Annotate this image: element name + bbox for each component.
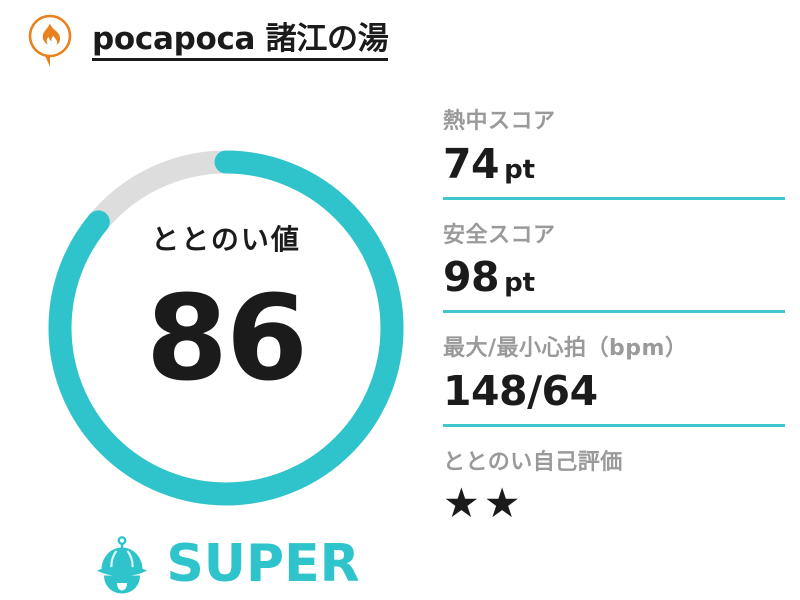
stat-number: 98 bbox=[443, 253, 500, 302]
stat-label: 安全スコア bbox=[443, 222, 556, 248]
page-title: pocapoca 諸江の湯 bbox=[92, 21, 389, 62]
stat-row-anzen-score: 安全スコア 98 pt bbox=[443, 222, 785, 314]
stat-value: 98 pt bbox=[443, 252, 785, 302]
stats-panel: 熱中スコア 74 pt 安全スコア 98 pt 最大/最小心拍（bpm） 148/6… bbox=[443, 108, 785, 537]
stat-row-self-rating: ととのい自己評価 ★★ bbox=[443, 449, 785, 537]
donut-value-arc bbox=[48, 150, 404, 506]
stat-row-nesshu-score: 熱中スコア 74 pt bbox=[443, 108, 785, 200]
stat-number: 148/64 bbox=[443, 366, 598, 415]
gauge-center-readout: ととのい値 86 bbox=[28, 223, 424, 407]
stat-value: 74 pt bbox=[443, 139, 785, 189]
stat-unit: pt bbox=[504, 154, 536, 185]
gauge-label: ととのい値 bbox=[151, 223, 301, 256]
stat-value: 148/64 bbox=[443, 366, 785, 416]
totonoi-gauge-panel: ととのい値 86 SUPER bbox=[28, 130, 424, 600]
stat-number: 74 bbox=[443, 139, 500, 188]
flame-pin-icon bbox=[24, 11, 76, 69]
self-rating-stars: ★★ bbox=[443, 479, 525, 528]
totonoi-donut-chart bbox=[48, 150, 404, 506]
sauna-mascot-icon bbox=[92, 534, 152, 594]
app-header: pocapoca 諸江の湯 bbox=[0, 0, 800, 82]
stat-label: ととのい自己評価 bbox=[443, 449, 623, 475]
gauge-value: 86 bbox=[145, 269, 308, 407]
stat-row-heart-rate: 最大/最小心拍（bpm） 148/64 bbox=[443, 335, 785, 427]
stat-label: 最大/最小心拍（bpm） bbox=[443, 336, 688, 362]
rank-badge: SUPER bbox=[28, 528, 424, 600]
rank-label: SUPER bbox=[166, 534, 360, 594]
stat-unit: pt bbox=[504, 268, 536, 299]
stat-label: 熱中スコア bbox=[443, 109, 556, 134]
